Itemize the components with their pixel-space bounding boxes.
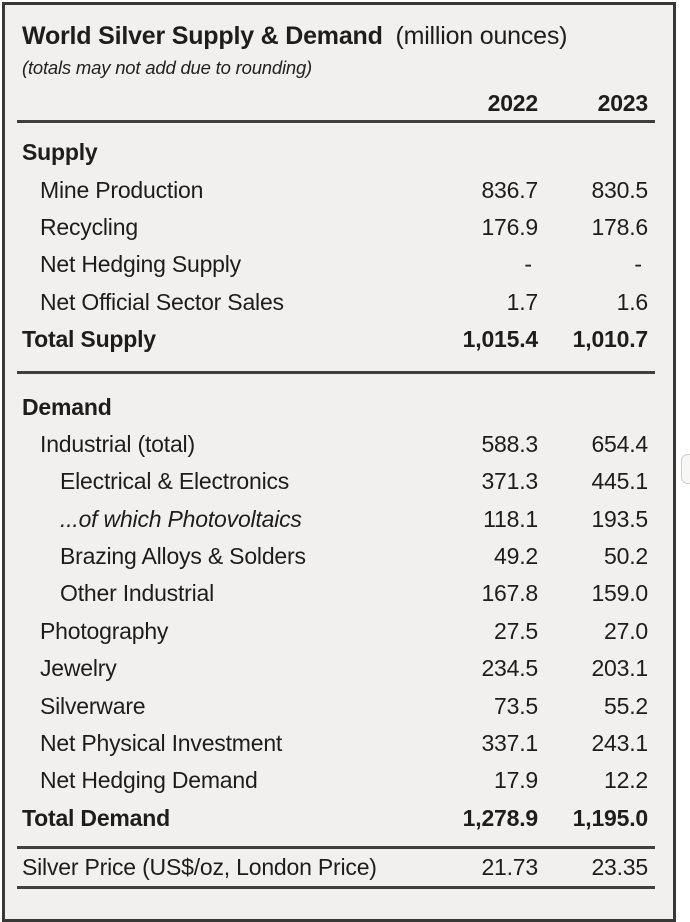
table-row-total-supply: Total Supply 1,015.4 1,010.7 [5, 321, 673, 358]
header-rule [17, 120, 655, 123]
table-row-industrial-total: Industrial (total) 588.3 654.4 [5, 426, 673, 463]
value-2022: 118.1 [483, 505, 538, 532]
row-label: Net Official Sector Sales [40, 288, 284, 315]
value-2022: 1.7 [506, 288, 539, 315]
table-row-mine-production: Mine Production 836.7 830.5 [5, 171, 673, 208]
row-label: Recycling [40, 213, 138, 240]
table-row-silverware: Silverware 73.5 55.2 [5, 687, 673, 724]
value-2023: 23.35 [591, 854, 648, 881]
row-label: Demand [22, 393, 112, 420]
table-row-other-industrial: Other Industrial 167.8 159.0 [5, 575, 673, 612]
table-row-net-hedging-demand: Net Hedging Demand 17.9 12.2 [5, 762, 673, 799]
title-unit: (million ounces) [395, 22, 568, 50]
value-2023: 243.1 [591, 730, 648, 757]
value-2022: 371.3 [481, 468, 538, 495]
value-2023: 27.0 [604, 617, 648, 644]
row-label: Photography [40, 617, 169, 644]
row-label: Net Hedging Demand [40, 767, 258, 794]
row-label: Net Hedging Supply [40, 251, 241, 278]
value-2023: 193.5 [591, 505, 648, 532]
value-2023: 445.1 [591, 468, 648, 495]
row-label: ...of which Photovoltaics [60, 505, 302, 532]
table-row-net-official-sector-sales: Net Official Sector Sales 1.7 1.6 [5, 284, 673, 321]
value-2023: - [634, 251, 648, 278]
row-label: Supply [22, 139, 98, 166]
value-2022: 176.9 [481, 213, 538, 240]
value-2023: 55.2 [604, 692, 648, 719]
row-label: Total Demand [22, 804, 170, 831]
table-row-net-hedging-supply: Net Hedging Supply - - [5, 246, 673, 283]
value-2023: 50.2 [604, 543, 648, 570]
rounding-note: (totals may not add due to rounding) [22, 57, 313, 78]
value-2022: 21.73 [481, 854, 538, 881]
row-label: Mine Production [40, 176, 204, 203]
table-row-total-demand: Total Demand 1,278.9 1,195.0 [5, 800, 673, 837]
value-2023: 178.6 [591, 213, 648, 240]
table-title: World Silver Supply & Demand (million ou… [22, 21, 673, 51]
value-2022: 1,278.9 [462, 804, 539, 831]
col-header-2023: 2023 [597, 90, 649, 116]
value-2022: - [524, 251, 538, 278]
value-2022: 73.5 [494, 692, 538, 719]
table-row-silver-price: Silver Price (US$/oz, London Price) 21.7… [5, 849, 673, 886]
right-edge-handle-artifact [681, 454, 690, 484]
row-label: Electrical & Electronics [60, 468, 290, 495]
row-label: Brazing Alloys & Solders [60, 543, 306, 570]
value-2022: 234.5 [481, 655, 538, 682]
bottom-rule [17, 886, 655, 890]
value-2022: 836.7 [481, 176, 538, 203]
value-2022: 337.1 [481, 730, 538, 757]
value-2023: 159.0 [591, 580, 648, 607]
title-main: World Silver Supply & Demand [22, 22, 383, 50]
row-label: Industrial (total) [40, 430, 195, 457]
supply-demand-divider-rule [17, 371, 655, 375]
row-label: Silverware [40, 692, 146, 719]
value-2022: 167.8 [481, 580, 538, 607]
table-row-supply-section: Supply [5, 134, 673, 171]
table-row-recycling: Recycling 176.9 178.6 [5, 209, 673, 246]
table-row-electrical-electronics: Electrical & Electronics 371.3 445.1 [5, 463, 673, 500]
value-2023: 1,195.0 [572, 804, 649, 831]
value-2023: 203.1 [591, 655, 648, 682]
value-2023: 1.6 [616, 288, 649, 315]
value-2023: 12.2 [604, 767, 648, 794]
table-row-brazing-alloys-solders: Brazing Alloys & Solders 49.2 50.2 [5, 538, 673, 575]
value-2023: 654.4 [591, 430, 648, 457]
col-header-2022: 2022 [487, 90, 539, 116]
value-2023: 1,010.7 [572, 326, 649, 353]
table-row-jewelry: Jewelry 234.5 203.1 [5, 650, 673, 687]
row-label: Silver Price (US$/oz, London Price) [22, 854, 377, 881]
value-2022: 588.3 [481, 430, 538, 457]
row-label: Net Physical Investment [40, 730, 283, 757]
value-2022: 49.2 [494, 543, 538, 570]
row-label: Jewelry [40, 655, 117, 682]
demand-price-divider-rule [17, 846, 655, 850]
value-2022: 17.9 [494, 767, 538, 794]
value-2022: 1,015.4 [462, 326, 539, 353]
row-label: Total Supply [22, 326, 156, 353]
table-row-photography: Photography 27.5 27.0 [5, 613, 673, 650]
table-row-net-physical-investment: Net Physical Investment 337.1 243.1 [5, 725, 673, 762]
table-row-demand-section: Demand [5, 388, 673, 425]
table-row-of-which-photovoltaics: ...of which Photovoltaics 118.1 193.5 [5, 501, 673, 538]
year-header-row: 2022 2023 [5, 80, 673, 120]
row-label: Other Industrial [60, 580, 215, 607]
silver-supply-demand-table: World Silver Supply & Demand (million ou… [2, 2, 676, 922]
value-2023: 830.5 [591, 176, 648, 203]
value-2022: 27.5 [494, 617, 538, 644]
